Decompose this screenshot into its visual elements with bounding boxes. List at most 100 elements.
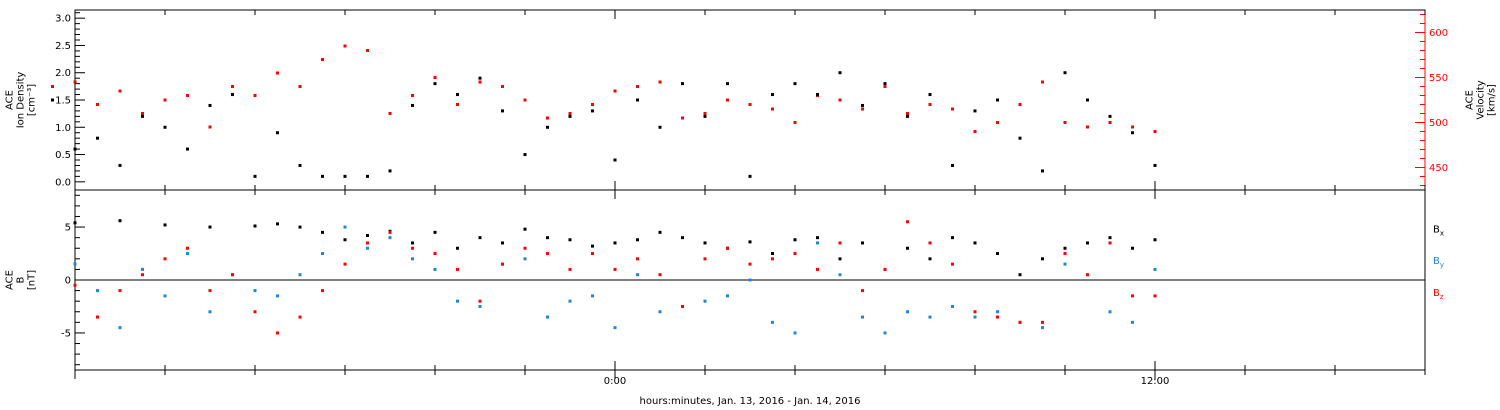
bz-point [726, 246, 729, 250]
bz-point [703, 257, 707, 261]
bz-point [928, 241, 932, 245]
top-left-y-axis: 0.0 0.5 1.0 1.5 2.0 2.5 3.0 [55, 12, 85, 188]
density-point [343, 174, 347, 178]
velocity-point [456, 103, 459, 106]
bx-point [1153, 238, 1157, 242]
top-right-title-group: ACE Velocity [km/s] [1465, 80, 1498, 119]
velocity-point [883, 85, 887, 88]
bx-point [163, 223, 167, 227]
velocity-point [276, 71, 279, 75]
velocity-point [253, 94, 257, 97]
by-point [1108, 310, 1112, 314]
bz-point [613, 267, 617, 271]
velocity-point [906, 112, 909, 115]
top-left-tick-label: 0.5 [55, 150, 71, 161]
bx-point [276, 222, 279, 226]
by-point [163, 294, 167, 298]
by-point [748, 278, 752, 282]
bz-point [96, 315, 99, 319]
density-point [388, 169, 392, 173]
bx-point [1063, 246, 1067, 250]
density-point [433, 82, 437, 86]
velocity-point [321, 58, 324, 61]
bx-point [298, 225, 302, 229]
density-point [163, 125, 167, 129]
density-point [186, 147, 189, 151]
bz-point [478, 299, 482, 303]
velocity-point [771, 107, 774, 111]
bz-point [276, 331, 279, 335]
top-left-tick-label: 2.5 [55, 41, 71, 52]
bx-point [906, 246, 909, 250]
density-point [51, 98, 54, 102]
by-point [73, 262, 77, 266]
density-point [861, 103, 864, 107]
bx-point [591, 244, 594, 248]
velocity-point [1041, 80, 1044, 84]
top-right-axis-title: ACE Velocity [km/s] [1465, 80, 1498, 119]
density-point [726, 82, 729, 86]
velocity-point [996, 121, 999, 124]
by-point [816, 241, 819, 245]
by-point [996, 310, 999, 314]
by-point [433, 267, 437, 271]
density-point [546, 125, 549, 129]
bz-point [568, 267, 572, 271]
velocity-point [568, 112, 572, 115]
bz-point [1018, 320, 1022, 324]
bottom-left-title-line: B [16, 276, 27, 283]
bx-point [996, 252, 999, 256]
bz-point [658, 273, 662, 277]
density-point [321, 174, 324, 178]
velocity-point [546, 116, 549, 120]
bz-point [748, 262, 752, 266]
density-point [883, 82, 887, 86]
by-point [951, 304, 954, 308]
bz-point [456, 267, 459, 271]
by-point [906, 310, 909, 314]
bx-point [793, 238, 797, 242]
bz-point [1063, 252, 1067, 256]
bx-point [973, 241, 977, 245]
density-point [771, 93, 774, 97]
velocity-point [118, 89, 122, 93]
bx-point [118, 219, 122, 223]
bz-point [73, 283, 77, 287]
bx-point [523, 227, 527, 231]
density-point [231, 93, 234, 97]
density-point [1153, 163, 1157, 167]
bottom-data-points [73, 219, 1157, 335]
bx-point [816, 236, 819, 240]
bz-point [1086, 273, 1089, 277]
bx-point [1041, 257, 1044, 261]
bz-point [141, 273, 144, 277]
density-point [253, 174, 257, 178]
bx-point [613, 241, 617, 245]
bx-point [1131, 246, 1134, 250]
by-point [411, 257, 414, 261]
by-point [253, 289, 257, 293]
density-point [1108, 114, 1112, 118]
velocity-point [478, 80, 482, 84]
bz-point [343, 262, 347, 266]
density-point [681, 82, 684, 86]
density-point [996, 98, 999, 102]
by-point [208, 310, 212, 314]
top-right-y-axis: 450 500 550 600 [1415, 10, 1448, 190]
by-point [613, 326, 617, 330]
bottom-left-axis-title: ACE B [nT] [5, 270, 38, 290]
top-panel-density-velocity [74, 9, 1426, 191]
bottom-tick-label: 5 [65, 223, 71, 234]
bottom-tick-label: 0 [65, 276, 71, 287]
by-point [546, 315, 549, 319]
top-right-title-line: ACE [1465, 90, 1476, 110]
bx-point [253, 224, 257, 228]
bx-point [411, 241, 414, 245]
top-left-title-group: ACE Ion Density [cm⁻³] [5, 72, 38, 129]
by-point [141, 267, 144, 271]
density-point [118, 163, 122, 167]
bz-point [163, 257, 167, 261]
velocity-point [208, 125, 212, 129]
density-point [1018, 136, 1022, 140]
